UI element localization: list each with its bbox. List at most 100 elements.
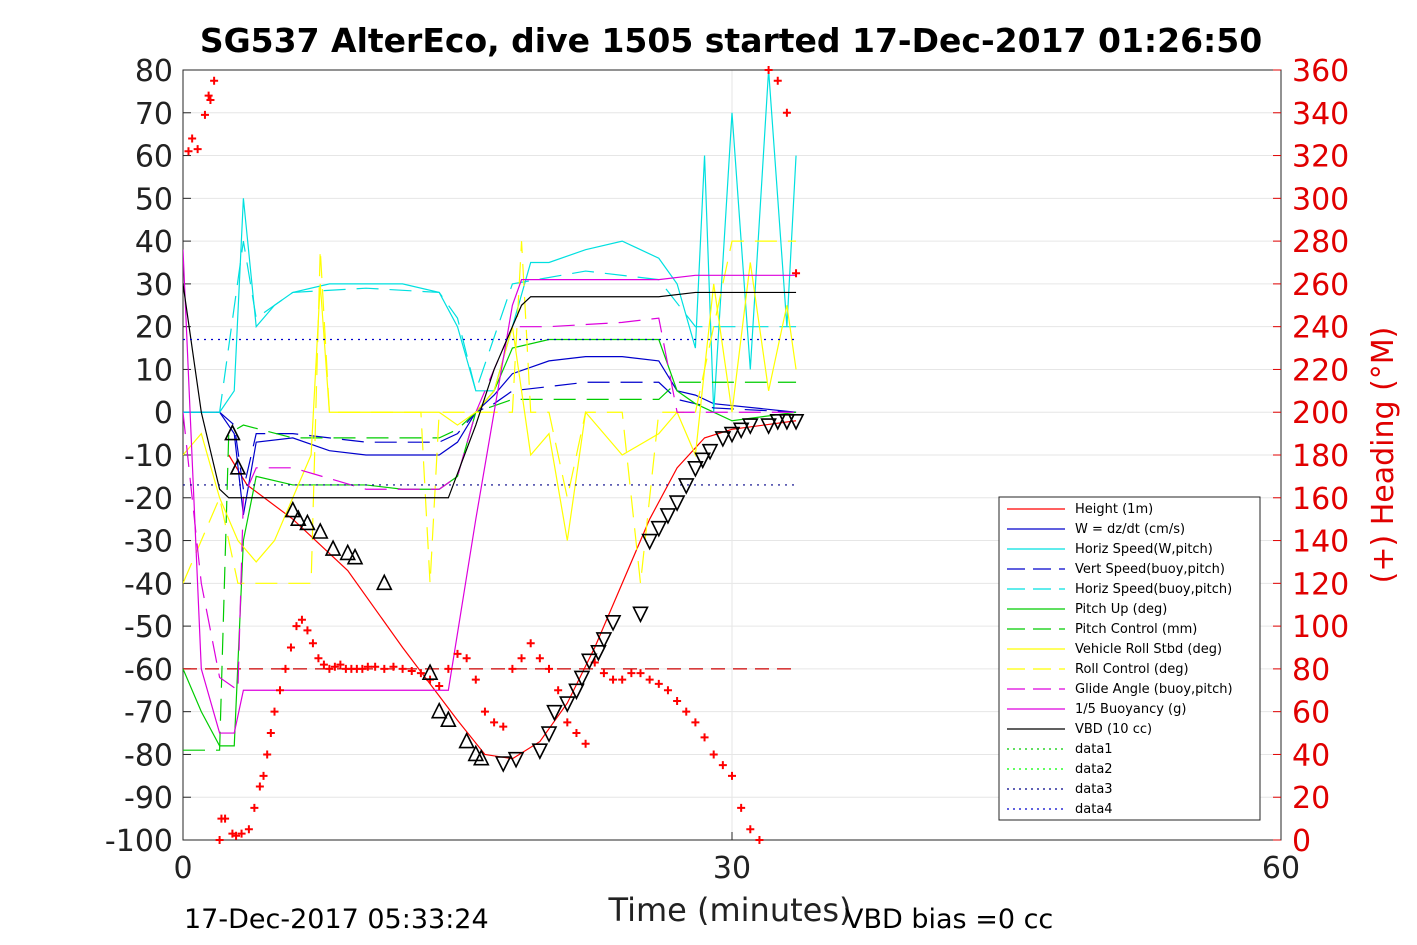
profile-marker: [659, 508, 677, 525]
profile-marker: [769, 413, 787, 431]
y-tick-label: 60: [135, 140, 173, 175]
y-tick-label: -60: [124, 653, 173, 688]
profile-marker: [590, 644, 607, 662]
legend-entry: Height (1m): [1075, 502, 1153, 517]
y-tick-label: -10: [124, 439, 173, 474]
x-axis-label: Time (minutes): [608, 891, 852, 929]
heading-point: [266, 729, 275, 738]
heading-point: [609, 675, 618, 684]
profile-markers: [224, 413, 805, 773]
left-axis-ticks: 80 70 60 50 40 30 20 10 0 -10 -20 -30 -40 -50 -60 -70 -8…: [105, 54, 191, 859]
profile-marker: [376, 573, 393, 591]
heading-point: [363, 662, 372, 671]
heading-point: [407, 667, 416, 676]
y2-tick-label: 340: [1292, 97, 1349, 132]
profile-marker: [650, 520, 668, 538]
legend-box: [998, 496, 1261, 821]
profile-marker: [714, 431, 732, 448]
profile-marker: [573, 670, 591, 688]
y2-tick-label: 240: [1292, 311, 1349, 346]
heading-point: [700, 733, 709, 742]
profile-marker: [507, 751, 525, 769]
heading-point: [330, 662, 339, 671]
heading-point: [563, 718, 572, 727]
x-axis-ticks: 0 30 60: [173, 832, 1300, 886]
y2-tick-label: 360: [1292, 54, 1349, 89]
heading-point: [281, 664, 290, 673]
heading-point: [215, 836, 224, 844]
legend-entry: data1: [1075, 742, 1113, 757]
heading-point: [303, 626, 312, 635]
profile-marker: [458, 731, 475, 749]
y2-tick-label: 200: [1292, 396, 1349, 431]
y2-tick-label: 80: [1292, 653, 1330, 688]
profile-marker: [742, 418, 759, 435]
heading-point: [232, 831, 241, 840]
heading-point: [508, 664, 517, 673]
heading-point: [627, 669, 636, 678]
legend-entry: data3: [1075, 782, 1113, 797]
heading-point: [358, 664, 367, 673]
profile-marker: [311, 522, 329, 539]
series-line-0: [228, 420, 797, 760]
y2-tick-label: 320: [1292, 140, 1349, 175]
heading-point: [545, 664, 553, 673]
heading-point: [737, 803, 746, 812]
series-line-7: [183, 262, 797, 563]
heading-point: [618, 675, 627, 684]
profile-marker: [299, 513, 316, 531]
heading-point: [325, 664, 334, 673]
heading-point: [471, 675, 480, 684]
series-line-9: [183, 317, 797, 692]
legend-entry: W = dz/dt (cm/s): [1075, 522, 1185, 537]
profile-marker: [324, 539, 342, 556]
heading-point: [398, 664, 407, 673]
heading-point: [435, 682, 444, 690]
heading-point: [480, 707, 489, 716]
heading-point: [380, 664, 389, 673]
legend-entry: Vehicle Roll Stbd (deg): [1075, 642, 1222, 657]
y-tick-label: 0: [154, 396, 173, 431]
y-tick-label: -80: [124, 738, 173, 773]
y2-tick-label: 300: [1292, 182, 1349, 217]
heading-point: [792, 269, 801, 278]
heading-point: [250, 803, 259, 812]
heading-point: [270, 707, 279, 716]
y-tick-label: -20: [124, 482, 173, 517]
y-tick-label: -50: [124, 610, 173, 645]
heading-point: [416, 669, 425, 678]
legend-entry: VBD (10 cc): [1075, 722, 1152, 737]
profile-marker: [677, 478, 695, 495]
profile-marker: [494, 756, 512, 773]
heading-point: [259, 771, 268, 780]
y2-tick-label: 100: [1292, 610, 1349, 645]
profile-marker: [580, 653, 598, 671]
heading-point: [636, 669, 645, 678]
profile-marker: [224, 423, 241, 441]
heading-point: [255, 782, 264, 791]
heading-point: [517, 654, 526, 663]
heading-point: [204, 91, 213, 100]
heading-point: [782, 108, 791, 117]
heading-point: [773, 76, 782, 85]
heading-point: [336, 660, 345, 669]
legend-entry: data4: [1075, 802, 1113, 817]
profile-marker: [732, 422, 750, 440]
heading-point: [499, 722, 508, 731]
series-line-10: [183, 249, 797, 734]
profile-marker: [421, 663, 439, 680]
y2-tick-label: 180: [1292, 439, 1349, 474]
profile-marker: [540, 726, 558, 743]
profile-marker: [701, 443, 719, 461]
profile-marker: [694, 452, 712, 470]
heading-point: [682, 707, 691, 716]
heading-point: [371, 662, 380, 671]
right-axis-label: (+) Heading (°M): [1366, 327, 1401, 584]
footer-timestamp: 17-Dec-2017 05:33:24: [184, 904, 489, 935]
legend-entry: Pitch Up (deg): [1075, 602, 1167, 617]
heading-point: [718, 761, 727, 770]
heading-point: [286, 643, 295, 652]
profile-marker: [568, 683, 585, 701]
heading-point: [526, 639, 535, 648]
